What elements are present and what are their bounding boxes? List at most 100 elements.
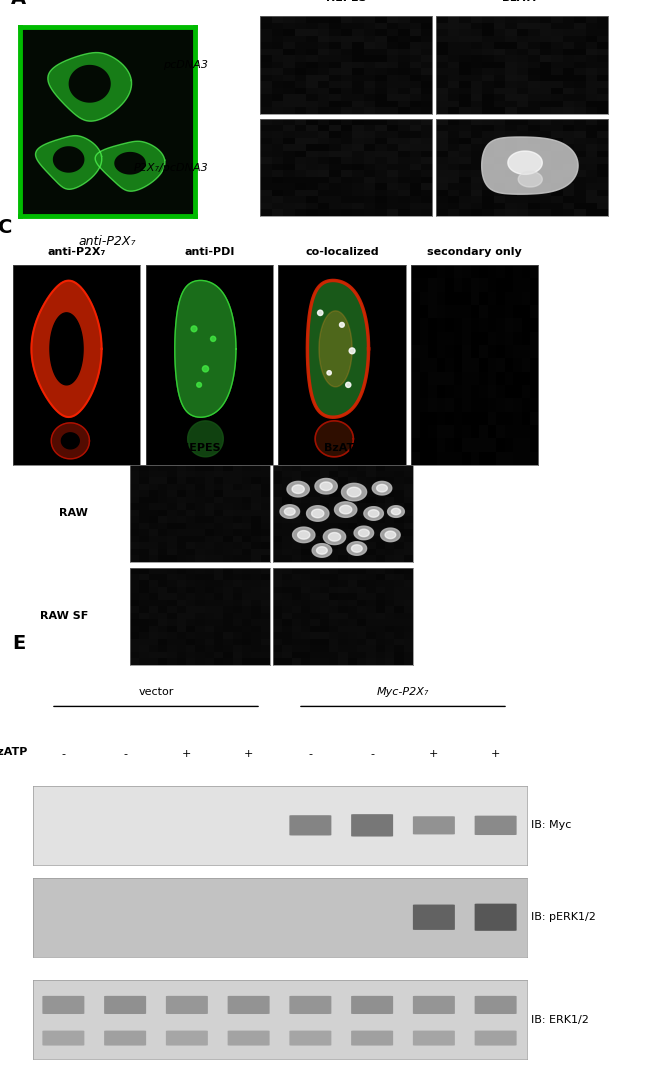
Text: vector: vector [138, 686, 174, 696]
Polygon shape [292, 485, 304, 493]
FancyBboxPatch shape [166, 996, 208, 1014]
Text: BzATP: BzATP [502, 0, 541, 2]
Text: anti-P2X₇: anti-P2X₇ [79, 235, 136, 249]
Text: secondary only: secondary only [427, 246, 522, 257]
FancyBboxPatch shape [474, 904, 517, 931]
Polygon shape [352, 545, 362, 552]
Text: Myc-P2X₇: Myc-P2X₇ [377, 686, 429, 696]
Polygon shape [31, 281, 101, 417]
Point [324, 364, 334, 382]
Point [347, 343, 358, 360]
Polygon shape [323, 529, 346, 545]
Polygon shape [347, 488, 361, 497]
FancyBboxPatch shape [104, 996, 146, 1014]
FancyBboxPatch shape [227, 996, 270, 1014]
Text: IB: Myc: IB: Myc [532, 820, 572, 830]
Polygon shape [311, 509, 324, 518]
Text: +: + [429, 749, 439, 759]
Polygon shape [385, 531, 396, 538]
Polygon shape [50, 312, 83, 385]
Polygon shape [298, 531, 310, 539]
FancyBboxPatch shape [351, 996, 393, 1014]
Text: pcDNA3: pcDNA3 [163, 59, 208, 70]
FancyBboxPatch shape [289, 996, 332, 1014]
Polygon shape [518, 172, 542, 187]
Text: co-localized: co-localized [305, 246, 379, 257]
Polygon shape [391, 508, 400, 515]
FancyBboxPatch shape [42, 1030, 84, 1045]
Polygon shape [188, 421, 224, 457]
Polygon shape [285, 508, 295, 516]
Polygon shape [36, 135, 102, 189]
Text: +: + [182, 749, 192, 759]
Polygon shape [376, 484, 387, 492]
FancyBboxPatch shape [351, 1030, 393, 1045]
Polygon shape [48, 53, 131, 121]
Text: anti-PDI: anti-PDI [184, 246, 235, 257]
Polygon shape [341, 483, 367, 501]
Polygon shape [328, 533, 341, 542]
FancyBboxPatch shape [474, 996, 517, 1014]
Polygon shape [280, 505, 300, 518]
Point [194, 376, 204, 393]
Text: P2X₇/pcDNA3: P2X₇/pcDNA3 [134, 162, 208, 173]
Polygon shape [369, 510, 379, 517]
Text: IB: pERK1/2: IB: pERK1/2 [532, 912, 596, 922]
Text: -: - [61, 749, 66, 759]
Polygon shape [95, 142, 165, 191]
FancyBboxPatch shape [227, 1030, 270, 1045]
Polygon shape [317, 547, 328, 555]
Text: RAW SF: RAW SF [40, 611, 88, 622]
Polygon shape [307, 506, 329, 521]
Polygon shape [387, 506, 404, 518]
FancyBboxPatch shape [413, 905, 455, 930]
FancyBboxPatch shape [289, 1030, 332, 1045]
Point [343, 376, 354, 393]
Polygon shape [364, 507, 384, 520]
FancyBboxPatch shape [289, 815, 332, 836]
Text: IB: ERK1/2: IB: ERK1/2 [532, 1015, 590, 1025]
Polygon shape [339, 505, 352, 513]
Text: HEPES: HEPES [326, 0, 367, 2]
Text: +: + [491, 749, 500, 759]
Polygon shape [482, 137, 578, 195]
Polygon shape [319, 311, 352, 387]
Text: BzATP: BzATP [324, 443, 362, 453]
Text: RAW: RAW [59, 508, 88, 519]
Polygon shape [312, 544, 332, 557]
Text: -: - [123, 749, 127, 759]
Point [188, 320, 199, 337]
Text: HEPES: HEPES [179, 443, 220, 453]
FancyBboxPatch shape [42, 996, 84, 1014]
Polygon shape [51, 423, 90, 458]
Polygon shape [320, 482, 332, 491]
Polygon shape [315, 421, 354, 457]
Polygon shape [358, 530, 369, 536]
Text: BzATP: BzATP [0, 747, 27, 757]
Text: A: A [10, 0, 26, 8]
Polygon shape [175, 280, 236, 417]
Polygon shape [287, 481, 309, 497]
FancyBboxPatch shape [413, 996, 455, 1014]
Polygon shape [347, 542, 367, 556]
Polygon shape [53, 146, 84, 173]
Text: C: C [0, 218, 12, 237]
Text: anti-P2X₇: anti-P2X₇ [47, 246, 106, 257]
FancyBboxPatch shape [474, 816, 517, 835]
Polygon shape [372, 481, 392, 495]
Polygon shape [61, 432, 79, 449]
Polygon shape [69, 65, 110, 103]
Polygon shape [354, 526, 374, 539]
Text: E: E [13, 635, 26, 653]
FancyBboxPatch shape [351, 814, 393, 837]
Polygon shape [508, 151, 542, 174]
FancyBboxPatch shape [413, 816, 455, 835]
Polygon shape [307, 280, 369, 417]
Polygon shape [335, 502, 357, 518]
Text: D: D [25, 425, 42, 443]
Polygon shape [292, 528, 315, 543]
Point [337, 317, 347, 334]
Text: -: - [370, 749, 374, 759]
FancyBboxPatch shape [413, 1030, 455, 1045]
Polygon shape [114, 152, 146, 174]
